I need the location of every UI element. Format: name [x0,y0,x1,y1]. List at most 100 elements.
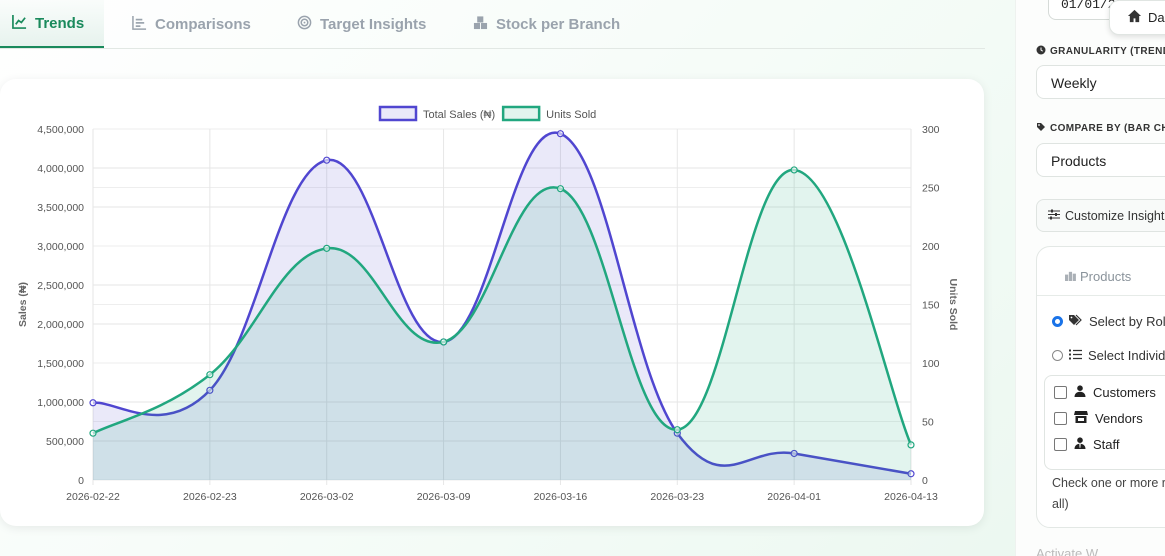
x-tick-label: 2026-02-23 [183,491,237,503]
y-left-tick-label: 3,000,000 [37,241,84,253]
series-point-1 [89,429,97,437]
compare-by-label: COMPARE BY (BAR CH [1036,122,1165,135]
divider [1037,295,1165,296]
tab-target-insights-label: Target Insights [320,15,427,33]
x-tick-label: 2026-03-16 [534,491,588,503]
tab-products[interactable]: Products [1065,269,1131,284]
check-vendors[interactable]: Vendors [1054,411,1143,426]
checkbox[interactable] [1054,438,1067,451]
series-area-0 [93,132,911,480]
series-point-0 [556,130,565,138]
series-point-0 [206,386,214,394]
y-left-tick-label: 3,500,000 [37,202,84,214]
compare-by-label-text: COMPARE BY (BAR CH [1050,123,1165,134]
legend-swatch-0 [378,105,418,122]
y-left-tick-label: 0 [78,475,84,487]
tab-bar: Trends Comparisons Target Insights Stock… [0,0,985,49]
radio-select-by-role-label: Select by Rol [1089,314,1165,329]
series-point-1 [673,426,681,434]
sliders-icon [1048,209,1060,223]
y-right-tick-label: 300 [922,124,940,136]
y-left-tick-label: 1,000,000 [37,397,84,409]
series-point-0 [790,449,798,458]
series-line-0 [92,131,912,475]
x-tick-label: 2026-03-02 [300,491,354,503]
x-tick-label: 2026-03-23 [650,491,704,503]
radio-select-individual-label: Select Individ [1088,348,1165,363]
radio-select-individual[interactable]: Select Individ [1052,348,1165,363]
series-point-1 [907,441,915,449]
granularity-select[interactable]: Weekly [1036,65,1165,99]
series-area-1 [93,169,911,480]
y-right-tick-label: 0 [922,475,928,487]
y-left-tick-label: 500,000 [46,436,84,448]
series-point-1 [206,371,214,379]
dashboard-button-label: Da [1148,10,1165,25]
series-point-1 [323,244,331,252]
x-tick-label: 2026-04-13 [884,491,938,503]
y-right-tick-label: 200 [922,241,940,253]
check-staff-label: Staff [1093,437,1120,452]
x-tick-label: 2026-02-22 [66,491,120,503]
line-chart-icon [12,14,27,33]
tab-stock-per-branch[interactable]: Stock per Branch [473,0,620,48]
boxes-icon [1065,269,1076,284]
y-right-tick-label: 50 [922,417,934,429]
series-point-0 [323,156,331,164]
selection-hint: Check one or more r all) [1052,476,1165,511]
y-right-tick-label: 150 [922,300,940,312]
clock-icon [1036,45,1046,58]
filters-panel: 01/01/2026 Da GRANULARITY (TREND Weekly … [1015,0,1165,556]
role-checkbox-group: Customers Vendors Staff [1044,375,1165,470]
tab-comparisons[interactable]: Comparisons [132,0,251,48]
check-staff[interactable]: Staff [1054,437,1120,452]
y-right-tick-label: 100 [922,358,940,370]
legend-swatch-1 [501,105,541,122]
tab-stock-per-branch-label: Stock per Branch [496,15,621,33]
trend-chart-card: 0 500,000 1,000,000 1,500,000 2,000,000 2,500… [0,79,984,526]
series-point-1 [556,185,565,193]
checkbox[interactable] [1054,386,1067,399]
tab-trends[interactable]: Trends [0,0,104,48]
target-icon [297,15,312,34]
series-point-0 [89,399,97,407]
tab-comparisons-label: Comparisons [155,15,251,33]
user-tie-icon [1074,437,1086,452]
trend-chart: 0 500,000 1,000,000 1,500,000 2,000,000 2,500… [17,105,959,503]
series-point-0 [907,470,915,478]
checkbox[interactable] [1054,412,1067,425]
tab-target-insights[interactable]: Target Insights [297,0,426,48]
dashboard-button[interactable]: Da [1109,0,1165,35]
customize-insight-button[interactable]: Customize Insight [1036,199,1165,232]
y-left-tick-label: 4,500,000 [37,124,84,136]
check-customers[interactable]: Customers [1054,385,1156,400]
y-left-axis-title: Sales (₦) [17,282,29,327]
x-tick-label: 2026-04-01 [767,491,821,503]
y-right-tick-label: 250 [922,183,940,195]
tab-products-label: Products [1080,269,1132,284]
series-point-1 [439,338,448,346]
tab-trends-label: Trends [35,14,85,32]
y-left-tick-label: 4,000,000 [37,163,84,175]
user-icon [1074,385,1086,400]
granularity-label-text: GRANULARITY (TREND [1050,46,1165,57]
tag-icon [1036,122,1046,135]
audience-card: Products Select by Rol Select Individ Cu… [1036,246,1165,528]
radio-select-by-role[interactable]: Select by Rol [1052,314,1165,329]
store-icon [1074,411,1088,426]
x-tick-label: 2026-03-09 [417,491,471,503]
y-left-tick-label: 2,000,000 [37,319,84,331]
tags-icon [1069,314,1083,329]
legend-label-0: Total Sales (₦) [423,109,495,121]
radio-unselected-icon [1052,350,1063,361]
customize-insight-label: Customize Insight [1065,208,1165,223]
y-left-tick-label: 1,500,000 [37,358,84,370]
bar-chart-icon [132,15,147,34]
legend-label-1: Units Sold [546,109,596,121]
radio-selected-icon [1052,316,1063,327]
compare-by-select[interactable]: Products [1036,143,1165,177]
list-icon [1069,348,1082,363]
y-left-tick-label: 2,500,000 [37,280,84,292]
check-vendors-label: Vendors [1095,411,1143,426]
granularity-label: GRANULARITY (TREND [1036,45,1165,58]
